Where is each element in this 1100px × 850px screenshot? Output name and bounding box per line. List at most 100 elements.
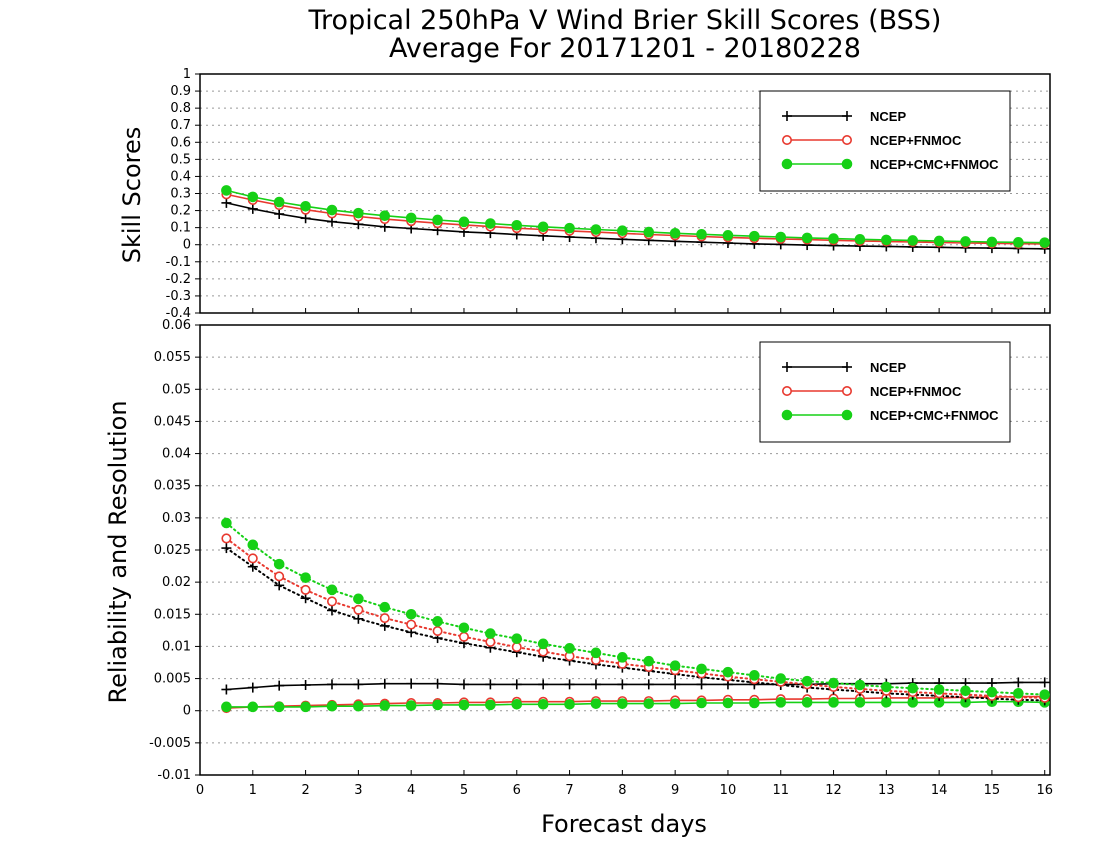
data-point-ncep-reliability: [643, 679, 654, 690]
legend-marker: [782, 111, 792, 121]
data-point-ncep-cmc-fnmoc-reliability: [617, 698, 628, 709]
y-tick-label: 0.8: [170, 101, 191, 116]
data-point-ncep-reliability: [432, 678, 443, 689]
data-point-ncep-cmc-fnmoc-resolution: [643, 655, 655, 667]
data-point-ncep-cmc-fnmoc: [458, 216, 470, 228]
data-point-ncep-cmc-fnmoc-reliability: [564, 698, 575, 710]
data-point-ncep-cmc-fnmoc-resolution: [722, 666, 734, 678]
data-point-ncep-resolution: [274, 580, 285, 591]
data-point-ncep-reliability: [485, 679, 496, 690]
data-point-ncep-cmc-fnmoc-resolution: [828, 677, 839, 689]
data-point-ncep-fnmoc-resolution: [221, 533, 232, 544]
data-point-ncep-fnmoc-resolution: [432, 625, 443, 636]
data-point-ncep-cmc-fnmoc-reliability: [828, 697, 839, 708]
data-point-ncep-resolution: [247, 561, 258, 572]
data-point-ncep-cmc-fnmoc-resolution: [854, 679, 866, 691]
data-point-ncep-fnmoc-resolution: [300, 584, 311, 595]
series-line-ncep-fnmoc: [226, 193, 1045, 245]
data-point-ncep-cmc-fnmoc: [511, 219, 523, 231]
data-point-ncep-cmc-fnmoc: [960, 236, 971, 247]
data-point-ncep-cmc-fnmoc: [696, 229, 707, 240]
data-point-ncep-cmc-fnmoc: [353, 207, 364, 219]
data-point-ncep-cmc-fnmoc: [432, 214, 443, 226]
data-point-ncep-cmc-fnmoc: [775, 231, 787, 243]
x-tick-label: 7: [565, 783, 573, 798]
series-line-ncep-resolution: [225, 547, 1046, 702]
x-tick-label: 2: [301, 783, 309, 798]
data-point-ncep-cmc-fnmoc: [564, 222, 575, 234]
data-point-ncep-reliability: [221, 684, 232, 695]
data-point-ncep-fnmoc-resolution: [485, 636, 496, 647]
y-tick-label: 0.3: [170, 187, 191, 202]
data-point-ncep-cmc-fnmoc: [722, 230, 734, 241]
x-tick-label: 4: [407, 783, 415, 798]
x-tick-label: 10: [720, 783, 737, 798]
data-point-ncep-reliability: [458, 679, 469, 690]
y-tick-label: 0.5: [170, 152, 191, 167]
y-tick-label: -0.4: [166, 306, 191, 321]
data-point-ncep-cmc-fnmoc-resolution: [300, 572, 311, 583]
chart-title-line2: Average For 20171201 - 20180228: [389, 33, 861, 64]
data-point-ncep-reliability: [670, 679, 681, 690]
data-point-ncep-reliability: [538, 679, 549, 690]
data-point-ncep-reliability: [1039, 677, 1050, 688]
data-point-ncep-resolution: [353, 613, 364, 624]
data-point-ncep-fnmoc-resolution: [406, 619, 417, 630]
x-tick-label: 11: [772, 783, 789, 798]
legend-marker: [782, 362, 792, 372]
data-point-ncep-cmc-fnmoc: [617, 225, 628, 237]
data-point-ncep: [300, 213, 311, 224]
data-point-ncep-reliability: [247, 682, 258, 693]
data-point-ncep-cmc-fnmoc-resolution: [933, 684, 945, 695]
x-axis-label: Forecast days: [541, 810, 707, 838]
y-tick-label: 0.1: [170, 221, 191, 236]
y-tick-label: 0.045: [154, 414, 191, 429]
legend-label: NCEP+FNMOC: [870, 133, 962, 148]
data-point-ncep-cmc-fnmoc-reliability: [432, 699, 443, 711]
series-line-ncep-cmc-fnmoc-resolution: [225, 522, 1046, 696]
legend-label: NCEP+CMC+FNMOC: [870, 157, 999, 172]
y-tick-label: 0.05: [162, 382, 191, 397]
data-point-ncep-reliability: [406, 678, 417, 689]
data-point-ncep-cmc-fnmoc-resolution: [907, 682, 919, 694]
data-point-ncep-cmc-fnmoc-resolution: [432, 616, 443, 627]
data-point-ncep-cmc-fnmoc-reliability: [405, 700, 417, 711]
x-tick-label: 15: [984, 783, 1001, 798]
data-point-ncep-cmc-fnmoc: [379, 210, 391, 221]
x-tick-label: 13: [878, 783, 895, 798]
data-point-ncep-cmc-fnmoc-reliability: [300, 701, 311, 713]
data-point-ncep-cmc-fnmoc: [537, 221, 549, 233]
x-tick-label: 6: [513, 783, 521, 798]
data-point-ncep-cmc-fnmoc: [828, 233, 839, 244]
y-tick-label: 0.035: [154, 479, 191, 494]
data-point-ncep-cmc-fnmoc-reliability: [458, 699, 470, 711]
data-point-ncep-cmc-fnmoc: [854, 233, 866, 245]
chart-title-line1: Tropical 250hPa V Wind Brier Skill Score…: [308, 5, 942, 36]
data-point-ncep-cmc-fnmoc: [1039, 237, 1051, 248]
x-tick-label: 16: [1036, 783, 1053, 798]
data-point-ncep-cmc-fnmoc-reliability: [221, 701, 232, 713]
data-point-ncep-cmc-fnmoc-resolution: [617, 652, 628, 663]
data-point-ncep-cmc-fnmoc: [485, 218, 496, 229]
y-tick-label: 0.9: [170, 84, 191, 99]
y-tick-label: -0.01: [157, 768, 191, 783]
data-point-ncep-cmc-fnmoc-resolution: [273, 558, 285, 570]
data-point-ncep-cmc-fnmoc-resolution: [696, 663, 707, 675]
x-tick-label: 1: [249, 783, 257, 798]
legend-marker: [781, 409, 793, 421]
data-point-ncep-cmc-fnmoc: [643, 226, 655, 238]
legend-label: NCEP+FNMOC: [870, 384, 962, 399]
bottom-y-axis-label: Reliability and Resolution: [104, 400, 132, 703]
y-tick-label: 0.03: [162, 511, 191, 526]
data-point-ncep-cmc-fnmoc: [933, 235, 945, 247]
y-tick-label: 0.06: [162, 318, 191, 333]
x-tick-label: 9: [671, 783, 679, 798]
data-point-ncep-cmc-fnmoc-reliability: [353, 700, 364, 712]
data-point-ncep-cmc-fnmoc-resolution: [353, 593, 364, 605]
data-point-ncep-cmc-fnmoc-reliability: [247, 701, 259, 713]
data-point-ncep-cmc-fnmoc: [986, 236, 998, 248]
data-point-ncep-fnmoc-resolution: [379, 613, 390, 624]
x-tick-label: 3: [354, 783, 362, 798]
data-point-ncep-cmc-fnmoc: [907, 235, 919, 246]
